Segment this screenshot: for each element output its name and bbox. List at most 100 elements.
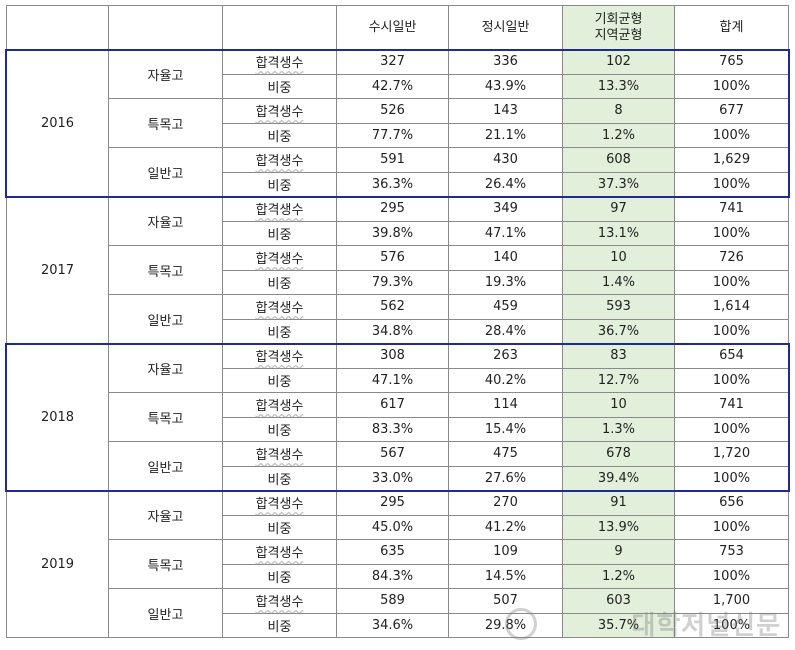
value-cell: 100% xyxy=(674,318,789,344)
value-cell: 91 xyxy=(562,490,675,516)
metric-cell: 합격생수 xyxy=(222,539,337,565)
table-row: 특목고 합격생수 526 143 8 677 xyxy=(7,98,789,148)
value-cell: 35.7% xyxy=(562,612,675,638)
value-cell: 100% xyxy=(674,612,789,638)
value-cell: 270 xyxy=(448,490,563,516)
value-cell: 42.7% xyxy=(336,73,449,99)
metric-label: 비중 xyxy=(267,472,292,488)
value-cell: 37.3% xyxy=(562,171,675,197)
school-type-cell: 일반고 xyxy=(108,441,223,491)
header-row: 수시일반 정시일반 기회균형 지역균형 합계 xyxy=(6,5,789,50)
metric-label: 비중 xyxy=(267,80,292,96)
metric-label: 비중 xyxy=(267,374,292,390)
metric-label: 비중 xyxy=(267,325,292,341)
header-metric xyxy=(222,5,337,50)
table-row: 일반고 합격생수 567 475 678 1,720 xyxy=(7,441,789,491)
value-cell: 79.3% xyxy=(336,269,449,295)
value-cell: 753 xyxy=(674,539,789,565)
value-cell: 19.3% xyxy=(448,269,563,295)
value-cell: 100% xyxy=(674,73,789,99)
metric-label: 합격생수 xyxy=(255,546,304,562)
value-cell: 1,700 xyxy=(674,588,789,614)
value-cell: 100% xyxy=(674,514,789,540)
table-row: 비중 42.7% 43.9% 13.3% 100% xyxy=(7,73,789,99)
metric-cell: 비중 xyxy=(222,73,337,99)
value-cell: 1.2% xyxy=(562,563,675,589)
school-type-cell: 일반고 xyxy=(108,147,223,197)
value-cell: 140 xyxy=(448,245,563,271)
value-cell: 295 xyxy=(336,196,449,222)
year-cell: 2018 xyxy=(6,343,109,491)
value-cell: 1,720 xyxy=(674,441,789,467)
value-cell: 635 xyxy=(336,539,449,565)
value-cell: 308 xyxy=(336,343,449,369)
metric-cell: 비중 xyxy=(222,465,337,491)
header-school-type xyxy=(108,5,223,50)
value-cell: 10 xyxy=(562,245,675,271)
metric-cell: 비중 xyxy=(222,563,337,589)
value-cell: 39.8% xyxy=(336,220,449,246)
table-row: 2017 자율고 합격생수 295 349 97 741 xyxy=(6,196,789,344)
value-cell: 77.7% xyxy=(336,122,449,148)
value-cell: 526 xyxy=(336,98,449,124)
value-cell: 102 xyxy=(562,49,675,75)
value-cell: 608 xyxy=(562,147,675,173)
school-type-cell: 자율고 xyxy=(108,196,223,246)
value-cell: 567 xyxy=(336,441,449,467)
value-cell: 47.1% xyxy=(336,367,449,393)
value-cell: 100% xyxy=(674,367,789,393)
school-type-cell: 자율고 xyxy=(108,49,223,99)
metric-cell: 비중 xyxy=(222,416,337,442)
school-type-cell: 일반고 xyxy=(108,588,223,638)
metric-cell: 비중 xyxy=(222,220,337,246)
metric-label: 합격생수 xyxy=(255,350,304,366)
value-cell: 27.6% xyxy=(448,465,563,491)
value-cell: 741 xyxy=(674,392,789,418)
value-cell: 34.8% xyxy=(336,318,449,344)
table-row: 비중 33.0% 27.6% 39.4% 100% xyxy=(7,465,789,491)
metric-cell: 비중 xyxy=(222,612,337,638)
metric-label: 합격생수 xyxy=(255,56,304,72)
value-cell: 21.1% xyxy=(448,122,563,148)
value-cell: 12.7% xyxy=(562,367,675,393)
metric-cell: 비중 xyxy=(222,122,337,148)
value-cell: 14.5% xyxy=(448,563,563,589)
watermark: 대학저널신문 xyxy=(631,611,781,641)
value-cell: 40.2% xyxy=(448,367,563,393)
value-cell: 13.3% xyxy=(562,73,675,99)
table-row: 비중 79.3% 19.3% 1.4% 100% xyxy=(7,269,789,295)
metric-label: 비중 xyxy=(267,178,292,194)
metric-cell: 합격생수 xyxy=(222,441,337,467)
admissions-table: 수시일반 정시일반 기회균형 지역균형 합계 2016 자율고 합격생수 327 336… xyxy=(6,5,789,638)
value-cell: 100% xyxy=(674,269,789,295)
metric-label: 합격생수 xyxy=(255,497,304,513)
value-cell: 100% xyxy=(674,465,789,491)
table-row: 2016 자율고 합격생수 327 336 102 765 xyxy=(6,49,789,197)
value-cell: 8 xyxy=(562,98,675,124)
value-cell: 507 xyxy=(448,588,563,614)
metric-cell: 합격생수 xyxy=(222,343,337,369)
metric-label: 합격생수 xyxy=(255,203,304,219)
year-cell: 2017 xyxy=(6,196,109,344)
value-cell: 45.0% xyxy=(336,514,449,540)
value-cell: 295 xyxy=(336,490,449,516)
table-row: 2018 자율고 합격생수 308 263 83 654 xyxy=(6,343,789,491)
table-row: 비중 36.3% 26.4% 37.3% 100% xyxy=(7,171,789,197)
value-cell: 143 xyxy=(448,98,563,124)
table-row: 비중 77.7% 21.1% 1.2% 100% xyxy=(7,122,789,148)
value-cell: 336 xyxy=(448,49,563,75)
value-cell: 100% xyxy=(674,171,789,197)
value-cell: 1.3% xyxy=(562,416,675,442)
value-cell: 654 xyxy=(674,343,789,369)
header-year xyxy=(6,5,109,50)
value-cell: 15.4% xyxy=(448,416,563,442)
value-cell: 656 xyxy=(674,490,789,516)
metric-label: 비중 xyxy=(267,276,292,292)
value-cell: 114 xyxy=(448,392,563,418)
header-col-susi: 수시일반 xyxy=(336,5,449,50)
value-cell: 327 xyxy=(336,49,449,75)
value-cell: 13.1% xyxy=(562,220,675,246)
value-cell: 475 xyxy=(448,441,563,467)
table-row: 일반고 합격생수 562 459 593 1,614 xyxy=(7,294,789,344)
metric-label: 합격생수 xyxy=(255,252,304,268)
